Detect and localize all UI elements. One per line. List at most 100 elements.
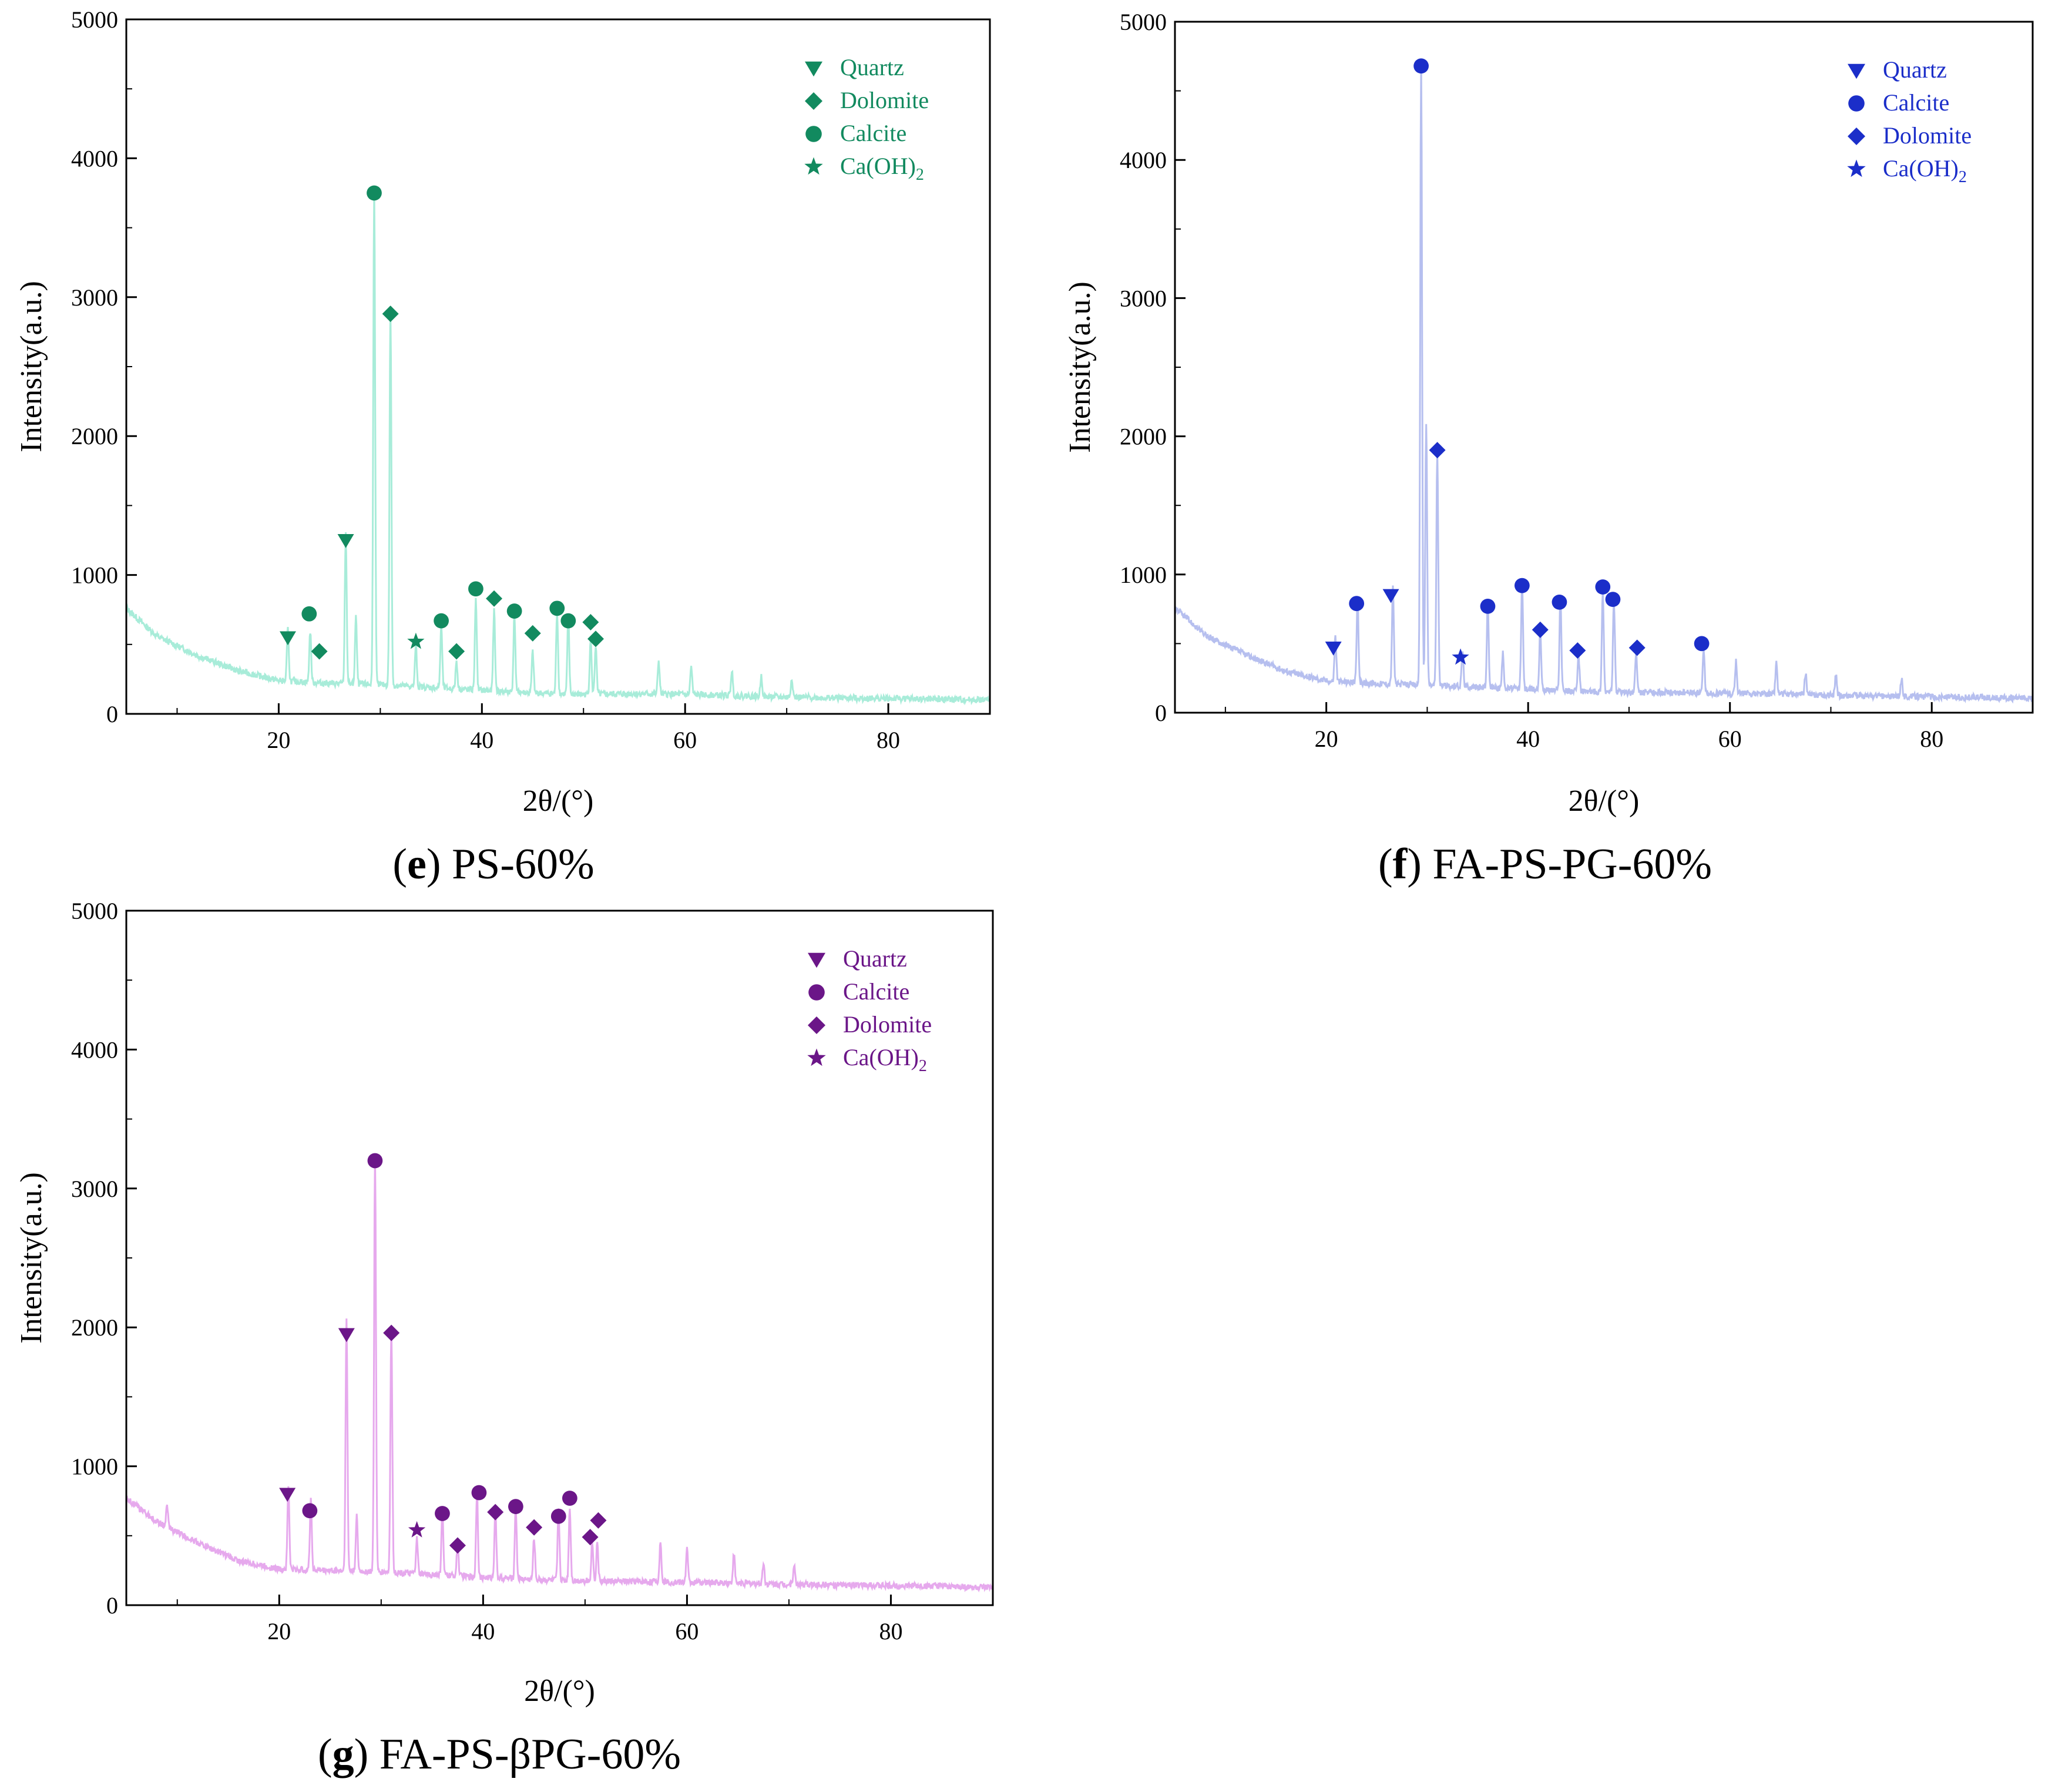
peak-marker-circle [549,600,565,616]
peak-marker-triangle-down [337,534,354,548]
legend-label: Dolomite [1883,122,1972,149]
legend-label: Calcite [843,978,909,1005]
peak-marker-circle [506,603,522,619]
y-tick-label: 3000 [1120,285,1167,311]
legend-marker-triangle-down [808,952,825,968]
peak-marker-diamond [590,1512,607,1529]
y-tick-label: 5000 [71,6,118,33]
x-tick-label: 60 [675,1618,699,1645]
peak-marker-star [408,1521,426,1538]
y-axis-label: Intensity(a.u.) [15,1172,48,1344]
peak-marker-circle [468,581,483,597]
y-tick-label: 2000 [71,1314,118,1341]
y-tick-label: 0 [106,1592,118,1619]
peak-marker-circle [1514,578,1530,593]
legend-marker-circle [1848,95,1865,112]
peak-marker-diamond [1569,642,1586,659]
x-axis-label: 2θ/(°) [523,784,594,818]
x-axis-label: 2θ/(°) [524,1674,595,1708]
y-tick-label: 5000 [1120,9,1167,35]
x-tick-label: 20 [1315,726,1338,752]
peak-marker-diamond [487,1504,504,1521]
legend-marker-circle [808,984,825,1001]
x-tick-label: 80 [879,1618,902,1645]
panel-caption: (e) PS-60% [392,840,594,888]
y-tick-label: 2000 [71,423,118,449]
x-tick-label: 40 [1516,726,1540,752]
peak-marker-diamond [449,1537,466,1554]
peak-marker-diamond [383,1324,400,1341]
x-tick-label: 80 [1920,726,1943,752]
legend-label: Quartz [843,945,907,972]
y-tick-label: 5000 [71,898,118,924]
y-tick-label: 0 [1155,700,1167,726]
panel-caption: (g) FA-PS-βPG-60% [318,1730,681,1778]
legend-label: Quartz [1883,56,1947,83]
peak-marker-diamond [582,1529,599,1546]
peak-marker-circle [1480,599,1496,614]
peak-marker-circle [560,613,576,629]
legend-label: Dolomite [843,1011,932,1038]
peak-marker-circle [434,613,449,629]
peak-marker-diamond [311,643,328,660]
legend-marker-diamond [808,1016,825,1034]
legend-label: Ca(OH)2 [840,153,924,184]
peak-marker-circle [508,1499,523,1515]
x-tick-label: 60 [673,727,697,753]
legend-marker-triangle-down [805,61,822,77]
peak-marker-circle [302,1503,318,1519]
peak-marker-diamond [1628,639,1646,656]
xrd-panel-f: 0 1000 2000 3000 4000 5000 20 40 60 80 2θ/(°) Inten… [1063,9,2034,888]
panel-caption: (f) FA-PS-PG-60% [1378,840,1712,888]
y-tick-label: 4000 [1120,147,1167,173]
peak-marker-diamond [448,643,465,660]
legend-marker-triangle-down [1848,63,1865,79]
x-tick-label: 40 [470,727,493,753]
y-tick-label: 1000 [71,562,118,589]
y-tick-label: 3000 [71,284,118,311]
peak-marker-circle [1349,596,1365,612]
xrd-pattern-line [126,187,990,706]
legend-label: Quartz [840,54,904,80]
peak-marker-diamond [486,590,503,607]
peak-marker-star [407,632,425,649]
legend-marker-star [1847,159,1866,177]
peak-marker-circle [1605,592,1621,608]
peak-marker-diamond [524,625,541,642]
xrd-panel-g: 0 1000 2000 3000 4000 5000 20 40 60 80 2θ/(°) Inten… [15,898,994,1778]
peak-marker-diamond [526,1519,543,1536]
legend-label: Ca(OH)2 [843,1044,927,1075]
peak-marker-circle [301,606,317,622]
y-tick-label: 4000 [71,145,118,172]
legend-marker-diamond [1848,127,1865,145]
y-tick-label: 2000 [1120,424,1167,450]
peak-marker-circle [1694,636,1710,652]
x-tick-label: 60 [1718,726,1742,752]
peak-marker-circle [1552,594,1567,610]
legend-label: Calcite [840,120,906,146]
peak-marker-diamond [582,613,599,630]
x-tick-label: 20 [267,727,290,753]
legend-label: Ca(OH)2 [1883,155,1967,186]
xrd-panel-e: 0 1000 2000 3000 4000 5000 20 40 60 80 2θ/(°) Inten… [15,6,991,888]
x-axis-label: 2θ/(°) [1569,784,1640,818]
legend-label: Calcite [1883,89,1949,116]
peak-marker-circle [1595,579,1611,595]
peak-marker-triangle-down [279,631,296,646]
peak-marker-circle [367,185,382,201]
peak-marker-diamond [1429,442,1446,459]
peak-marker-circle [367,1153,383,1169]
peak-marker-triangle-down [1382,589,1399,603]
y-axis-label: Intensity(a.u.) [15,281,48,452]
xrd-pattern-line [126,1153,993,1593]
peak-marker-diamond [587,630,604,647]
peak-marker-circle [471,1485,487,1501]
peak-marker-circle [562,1491,577,1506]
peak-marker-diamond [1532,621,1549,638]
x-tick-label: 80 [877,727,900,753]
peak-marker-circle [550,1508,566,1524]
y-tick-label: 1000 [71,1454,118,1480]
legend-marker-star [804,157,823,175]
legend-marker-circle [805,126,822,142]
